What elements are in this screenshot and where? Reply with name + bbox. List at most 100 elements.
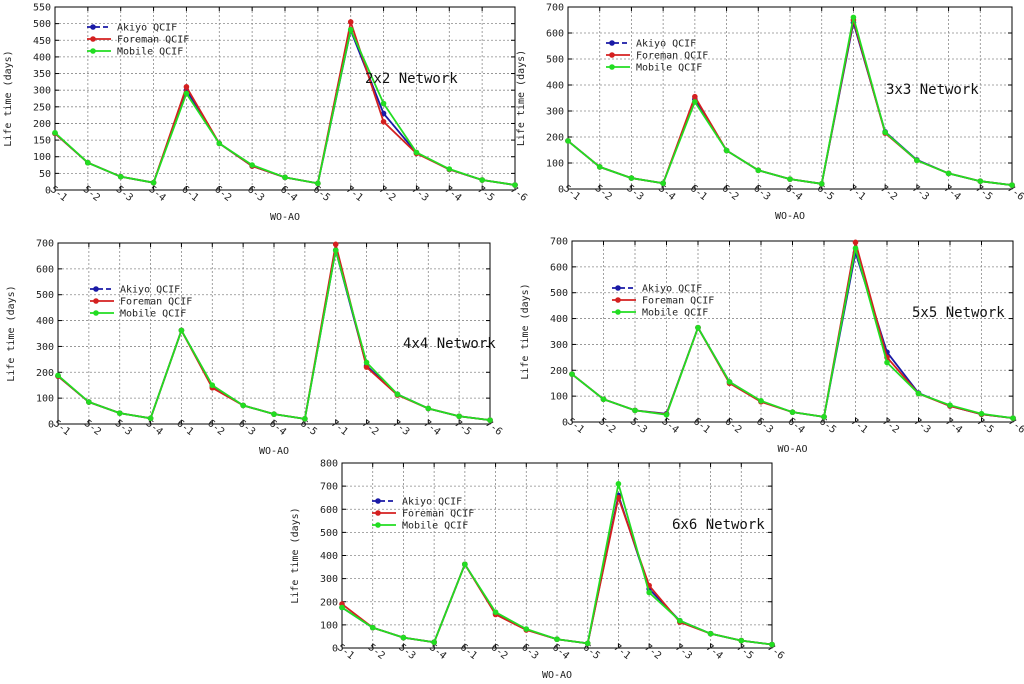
x-tick-label: 5-2: [593, 183, 614, 203]
data-point-mobile-qcif: [818, 181, 825, 187]
data-point-foreman-qcif: [332, 241, 339, 248]
x-tick-label: 7-5: [734, 642, 755, 662]
x-tick-label: 7-1: [611, 642, 632, 662]
data-point-mobile-qcif: [479, 177, 485, 183]
grid-lines: [341, 462, 773, 649]
y-tick-label: 300: [36, 342, 54, 353]
x-tick-label: 7-3: [673, 642, 694, 662]
x-tick-label: 6-1: [458, 642, 479, 662]
data-point-mobile-qcif: [914, 157, 920, 164]
legend-marker: [90, 48, 96, 54]
chart-svg: 0 100 200 300 400 500 600 700 5-1 5-2 5-3 5-4 6-1 6-2…: [516, 3, 1024, 223]
y-tick-label: 100: [550, 392, 568, 403]
x-axis-title: WO-AO: [270, 212, 300, 223]
x-tick-label: 6-4: [550, 642, 571, 662]
x-tick-label: 6-4: [267, 418, 288, 438]
legend-label-mobile-qcif: Mobile QCIF: [636, 63, 702, 74]
data-point-mobile-qcif: [249, 162, 255, 168]
data-point-mobile-qcif: [821, 414, 827, 420]
chart-title: 6x6 Network: [672, 517, 765, 533]
data-point-mobile-qcif: [147, 415, 154, 422]
legend-marker: [609, 52, 615, 58]
x-axis-title: WO-AO: [542, 670, 572, 681]
data-point-mobile-qcif: [55, 372, 61, 379]
chart-svg: 0 50 100 150 200 250 300 350 400 450 500 550 5-1 5-2 5…: [3, 3, 529, 224]
x-axis-title: WO-AO: [777, 444, 807, 455]
y-tick-label: 0: [332, 644, 338, 655]
chart-title: 5x5 Network: [912, 305, 1005, 321]
data-point-mobile-qcif: [584, 640, 591, 647]
data-point-mobile-qcif: [178, 327, 185, 334]
x-tick-label: 6-1: [691, 416, 712, 436]
chart-title: 2x2 Network: [365, 71, 458, 87]
y-tick-label: 400: [550, 314, 568, 325]
y-tick-label: 300: [550, 340, 568, 351]
x-tick-label: 5-3: [624, 183, 645, 203]
chart-title: 4x4 Network: [403, 336, 496, 352]
data-point-mobile-qcif: [758, 397, 764, 404]
data-point-mobile-qcif: [707, 630, 714, 637]
data-point-foreman-qcif: [852, 239, 859, 246]
data-point-mobile-qcif: [380, 100, 387, 107]
data-point-mobile-qcif: [882, 129, 888, 136]
data-point-mobile-qcif: [282, 174, 288, 181]
x-tick-label: 6-4: [278, 184, 299, 204]
x-tick-label: 6-5: [815, 183, 836, 203]
chart-svg: 0 100 200 300 400 500 600 700 800 5-1 5-2 5-3 5-4 6-1…: [290, 459, 786, 682]
x-tick-label: 7-5: [452, 418, 473, 438]
data-point-mobile-qcif: [884, 359, 890, 366]
data-point-mobile-qcif: [692, 99, 698, 105]
chart-5x5-network: 0 100 200 300 400 500 600 700 5-1 5-2 5-3 5-4 6-1 6-2…: [512, 228, 1024, 460]
y-tick-label: 700: [36, 239, 54, 250]
legend-marker: [615, 309, 621, 315]
x-tick-label: 6-5: [298, 418, 319, 438]
y-tick-label: 600: [550, 262, 568, 273]
x-tick-label: 5-2: [81, 184, 102, 204]
y-tick-label: 0: [558, 185, 564, 196]
y-tick-label: 100: [320, 620, 338, 631]
legend-marker: [375, 522, 381, 528]
y-tick-label: 350: [33, 69, 51, 80]
data-point-mobile-qcif: [302, 416, 308, 422]
data-point-mobile-qcif: [663, 411, 670, 418]
x-tick-label: 5-4: [147, 184, 168, 204]
x-tick-label: 5-3: [628, 416, 649, 436]
x-tick-label: 7-6: [483, 418, 504, 438]
x-tick-label: 6-5: [817, 416, 838, 436]
y-tick-label: 700: [320, 482, 338, 493]
x-tick-label: 6-2: [205, 418, 226, 438]
y-tick-label: 500: [546, 55, 564, 66]
y-tick-label: 550: [33, 3, 51, 14]
data-point-mobile-qcif: [852, 245, 859, 252]
y-tick-label: 600: [36, 264, 54, 275]
legend-marker: [90, 24, 96, 30]
data-point-mobile-qcif: [569, 371, 575, 377]
x-tick-label: 6-2: [489, 642, 510, 662]
legend-label-mobile-qcif: Mobile QCIF: [402, 521, 468, 532]
x-tick-label: 7-2: [377, 184, 398, 204]
data-point-mobile-qcif: [216, 140, 223, 147]
y-axis-title: Life time (days): [3, 50, 14, 146]
x-tick-label: 6-1: [179, 184, 200, 204]
x-tick-label: 5-4: [144, 418, 165, 438]
y-axis-title: Life time (days): [520, 283, 531, 379]
x-tick-label: 5-1: [51, 418, 72, 438]
chart-title: 3x3 Network: [886, 82, 979, 98]
x-tick-label: 7-4: [442, 184, 463, 204]
legend-label-foreman-qcif: Foreman QCIF: [117, 35, 189, 46]
legend-marker: [93, 310, 99, 316]
data-point-mobile-qcif: [209, 382, 216, 389]
data-point-mobile-qcif: [755, 167, 762, 174]
data-point-mobile-qcif: [150, 179, 157, 186]
y-tick-label: 250: [33, 102, 51, 113]
data-point-foreman-qcif: [615, 494, 622, 501]
x-tick-label: 7-2: [878, 183, 899, 203]
x-tick-label: 7-3: [409, 184, 430, 204]
y-tick-label: 150: [33, 136, 51, 147]
data-point-mobile-qcif: [183, 90, 190, 97]
x-tick-label: 5-3: [396, 642, 417, 662]
data-point-mobile-qcif: [945, 170, 952, 177]
